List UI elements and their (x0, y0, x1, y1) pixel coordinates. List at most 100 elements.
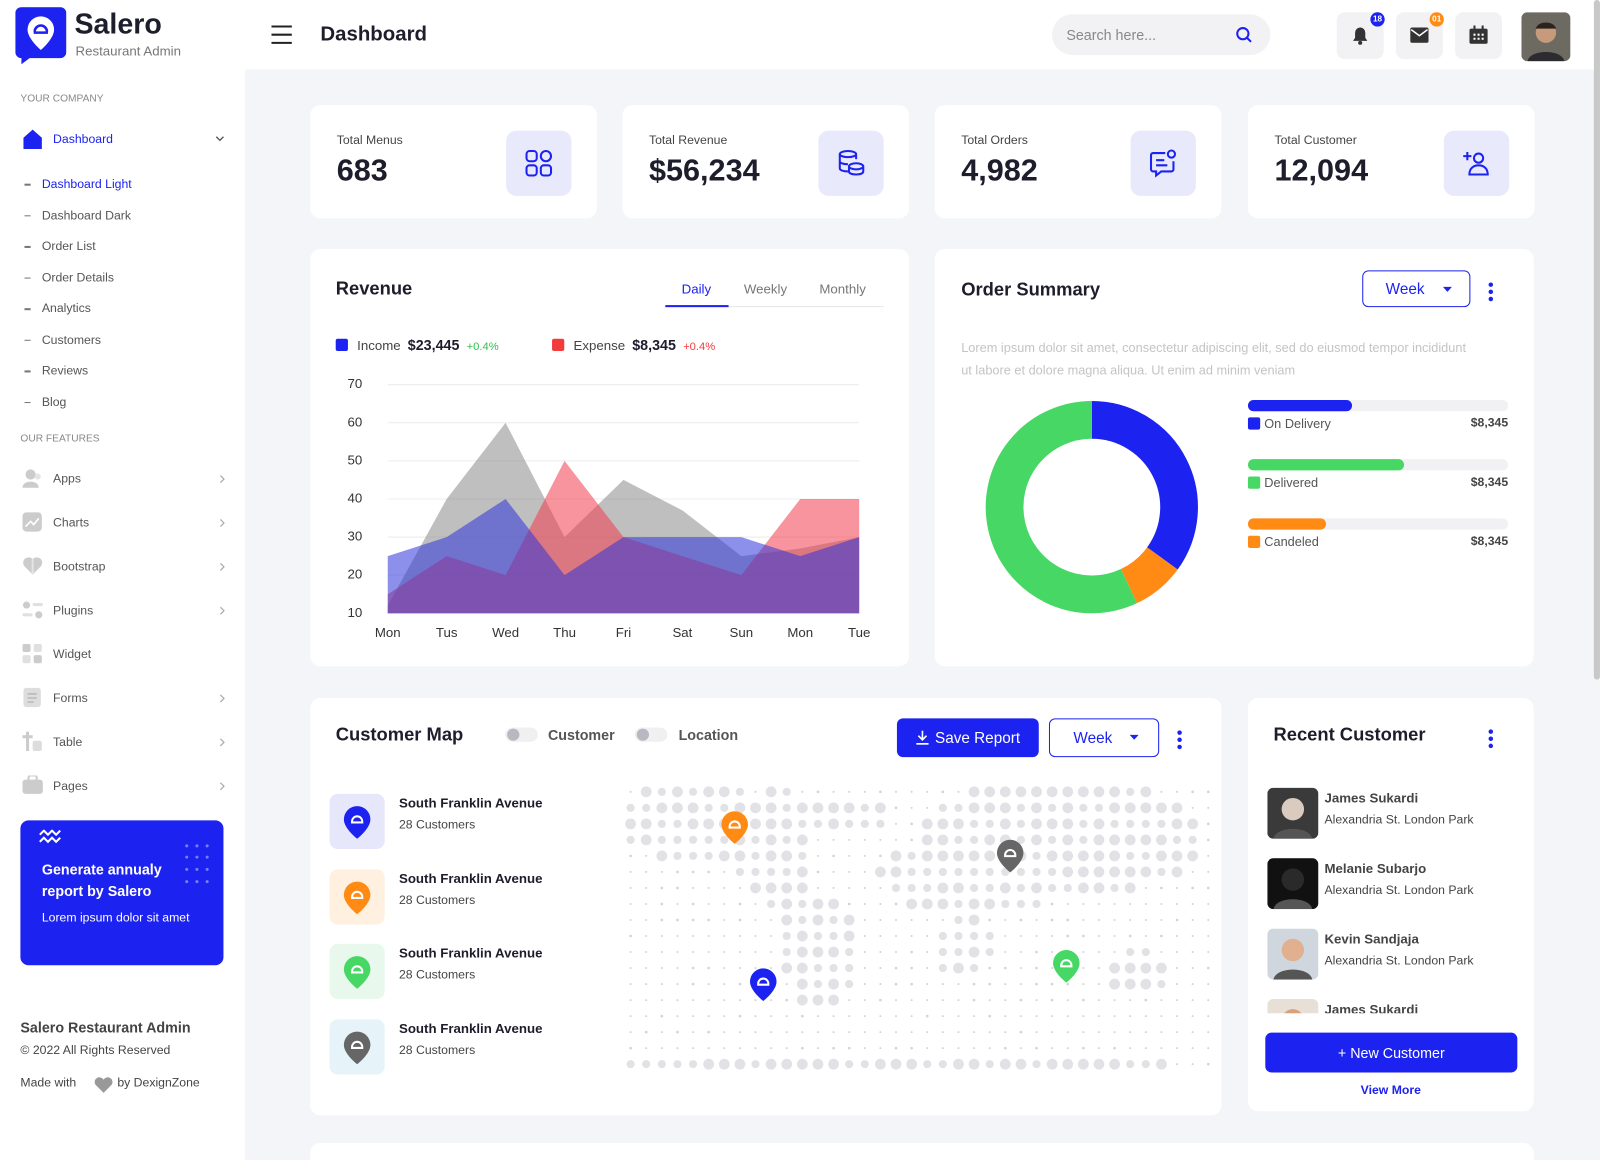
map-dot (770, 967, 773, 970)
map-dot (1016, 803, 1025, 812)
tab[interactable]: Daily (681, 281, 712, 297)
bullet-dash (24, 370, 31, 372)
map-dot (754, 999, 757, 1002)
map-dot (1141, 851, 1150, 860)
map-dot (1129, 1031, 1132, 1034)
map-dot (1097, 1047, 1100, 1050)
map-dot (1048, 835, 1057, 844)
menu-item[interactable]: Analytics (41, 301, 91, 316)
feature-item[interactable]: Table (53, 734, 83, 749)
map-dot (691, 982, 695, 986)
feature-item[interactable]: Forms (53, 690, 88, 706)
toggle-switch[interactable] (634, 726, 669, 744)
message-badge: 01 (1429, 12, 1444, 27)
map-dot (1062, 866, 1074, 878)
feature-item[interactable]: Bootstrap (53, 559, 106, 574)
map-dot (703, 818, 715, 830)
tab[interactable]: Monthly (819, 281, 866, 297)
map-dot (629, 951, 632, 954)
period-dropdown[interactable]: Week (1048, 718, 1160, 758)
map-dot (754, 902, 757, 905)
toggle-switch[interactable] (504, 726, 539, 744)
map-dot (1191, 999, 1194, 1002)
map-dot (1207, 902, 1210, 905)
map-dot (676, 1015, 679, 1018)
customer-address: Alexandria St. London Park (1324, 812, 1474, 827)
feature-item[interactable]: Apps (53, 471, 81, 486)
new-customer-button[interactable]: + New Customer (1265, 1032, 1518, 1073)
map-dot (692, 934, 695, 938)
map-dot (782, 867, 791, 877)
map-dot (796, 802, 808, 814)
period-dropdown[interactable]: Week (1362, 270, 1471, 308)
map-dot (941, 999, 944, 1002)
map-dot (953, 1058, 964, 1070)
view-more-link[interactable]: View More (1360, 1082, 1421, 1097)
map-dot (1128, 934, 1132, 938)
legend-total: $23,445 (407, 336, 460, 354)
map-dot (1097, 999, 1100, 1002)
menu-item[interactable]: Dashboard Dark (41, 207, 131, 222)
map-dot (645, 886, 648, 889)
search-box[interactable] (1052, 14, 1271, 56)
map-dot (796, 994, 808, 1006)
stat-icon (525, 149, 553, 177)
feature-item[interactable]: Plugins (53, 603, 94, 618)
map-dot (941, 1047, 944, 1050)
bullet-dash (24, 214, 31, 217)
map-dot (937, 834, 949, 846)
map-dot (968, 802, 980, 814)
map-dot (954, 899, 963, 909)
tab[interactable]: Weekly (743, 281, 788, 297)
feature-item[interactable]: Charts (53, 515, 90, 530)
legend-swatch (1247, 535, 1261, 548)
map-dot (1051, 1015, 1054, 1018)
more-menu[interactable] (1488, 282, 1494, 302)
map-dot (894, 822, 898, 825)
menu-item[interactable]: Blog (41, 394, 67, 409)
map-dot (923, 883, 932, 893)
map-dot (1140, 802, 1152, 814)
map-dot (921, 898, 933, 910)
map-dot (1079, 819, 1088, 828)
menu-item[interactable]: Dashboard Light (41, 176, 132, 191)
customer-name: Kevin Sandjaja (1324, 931, 1419, 947)
map-dot (738, 1014, 742, 1018)
location-name: South Franklin Avenue (398, 1020, 543, 1036)
map-dot (894, 966, 898, 970)
map-dot (863, 790, 866, 793)
section-label: YOUR COMPANY (20, 93, 104, 105)
menu-toggle[interactable] (271, 24, 293, 44)
user-avatar[interactable] (1521, 12, 1571, 62)
bottom-card (310, 1142, 1534, 1160)
menu-item[interactable]: Reviews (41, 363, 89, 378)
menu-title[interactable]: Dashboard (53, 131, 113, 146)
map-dot (782, 803, 791, 812)
search-icon[interactable] (1236, 27, 1253, 44)
map-dot (937, 818, 949, 830)
more-menu[interactable] (1488, 729, 1494, 749)
map-dot (1160, 1047, 1163, 1050)
map-dot (1176, 934, 1179, 938)
feature-item[interactable]: Pages (53, 778, 88, 793)
map-dot (894, 790, 898, 793)
menu-item[interactable]: Customers (41, 332, 102, 347)
map-dot (801, 790, 804, 793)
map-dot (890, 1058, 902, 1070)
map-dot (1160, 886, 1163, 890)
map-dot (1031, 802, 1042, 814)
menu-item[interactable]: Order List (41, 238, 96, 254)
map-dot (738, 886, 741, 889)
feature-item[interactable]: Widget (53, 646, 92, 662)
map-dot (723, 918, 726, 922)
map-dot (660, 951, 663, 954)
save-report-button[interactable]: Save Report (896, 718, 1039, 758)
menu-item[interactable]: Order Details (41, 269, 114, 285)
map-dot (723, 967, 726, 970)
more-menu[interactable] (1177, 730, 1183, 750)
map-dot (813, 979, 823, 989)
brand-subtitle: Restaurant Admin (75, 43, 181, 59)
map-dot (969, 931, 979, 941)
progress-bar (1247, 399, 1353, 412)
